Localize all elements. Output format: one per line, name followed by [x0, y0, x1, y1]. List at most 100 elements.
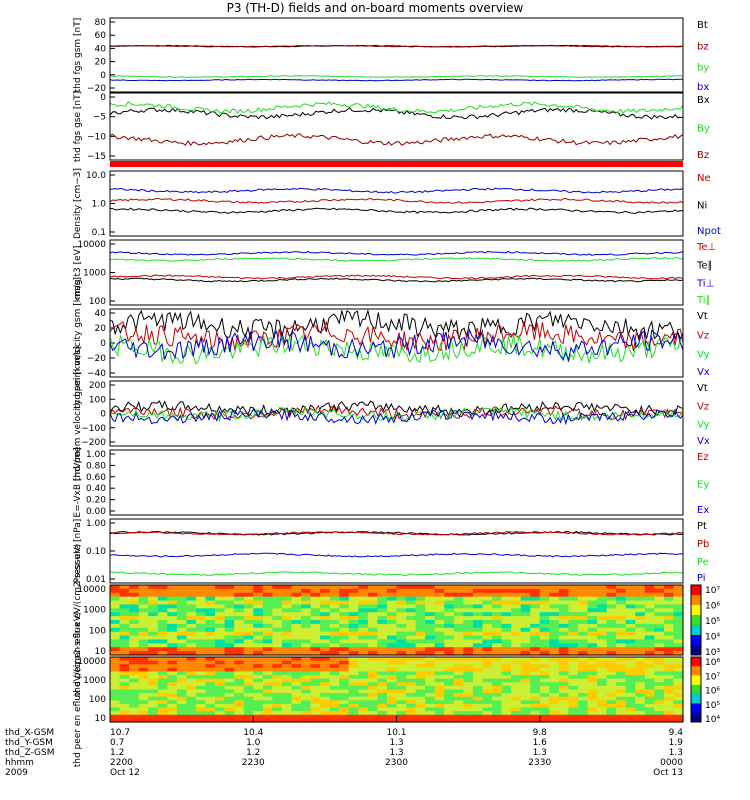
heatmap-cell [339, 711, 350, 716]
heatmap-cell [243, 596, 254, 602]
heatmap-cell [434, 631, 445, 637]
heatmap-cell [358, 620, 369, 625]
heatmap-cell [425, 718, 436, 723]
heatmap-cell [262, 627, 273, 633]
heatmap-cell [224, 596, 235, 602]
series-Vx [109, 408, 684, 426]
heatmap-cell [472, 604, 484, 609]
legend-Vz: Vz [697, 401, 709, 412]
heatmap-cell [530, 714, 541, 719]
heatmap-cell [511, 682, 522, 687]
heatmap-cell [530, 682, 541, 687]
heatmap-cell [129, 682, 140, 687]
heatmap-cell [367, 635, 378, 641]
heatmap-cell [138, 693, 149, 698]
colorbar-label: 10⁵ [705, 701, 720, 711]
heatmap-cell [301, 604, 312, 609]
heatmap-cell [453, 631, 464, 637]
heatmap-cell [272, 682, 283, 687]
heatmap-cell [301, 682, 312, 687]
heatmap-cell [530, 685, 541, 691]
series-Te∥ [109, 277, 684, 283]
heatmap-cell [272, 711, 283, 716]
heatmap-cell [110, 700, 121, 705]
heatmap-cell [348, 711, 359, 716]
heatmap-cell [224, 647, 235, 652]
heatmap-cell [138, 657, 149, 662]
heatmap-cell [176, 703, 187, 709]
heatmap-cell [195, 675, 207, 680]
series-Npot [109, 187, 684, 194]
heatmap-cell [110, 647, 121, 652]
heatmap-cell [396, 689, 407, 694]
heatmap-cell [606, 639, 617, 644]
heatmap-cell [558, 711, 569, 716]
heatmap-cell [339, 596, 350, 602]
heatmap-cell [654, 612, 665, 617]
heatmap-cell [119, 718, 130, 723]
heatmap-cell [415, 689, 426, 694]
heatmap-cell [511, 718, 522, 723]
heatmap-cell [186, 592, 197, 598]
heatmap-cell [654, 623, 665, 629]
heatmap-cell [195, 711, 207, 716]
heatmap-cell [644, 616, 655, 621]
heatmap-cell [167, 671, 178, 676]
heatmap-cell [215, 671, 226, 676]
heatmap-cell [577, 660, 589, 665]
heatmap-cell [186, 700, 197, 705]
heatmap-cell [320, 596, 331, 602]
heatmap-cell [262, 608, 273, 613]
heatmap-cell [549, 689, 560, 694]
heatmap-cell [234, 700, 245, 705]
heatmap-cell [415, 647, 426, 652]
heatmap-cell [434, 592, 445, 598]
heatmap-cell [415, 612, 426, 617]
heatmap-cell [520, 585, 531, 590]
heatmap-cell [253, 693, 264, 698]
heatmap-cell [577, 651, 589, 656]
heatmap-cell [119, 700, 130, 705]
heatmap-cell [377, 711, 388, 716]
colorbar-band [691, 694, 701, 704]
heatmap-cell [176, 643, 187, 648]
heatmap-cell [205, 585, 216, 590]
heatmap-cell [329, 689, 340, 694]
panel-frame [109, 17, 684, 93]
colorbar-band [691, 703, 701, 714]
heatmap-cell [358, 711, 369, 716]
heatmap-cell [329, 639, 340, 644]
heatmap-cell [453, 667, 464, 673]
heatmap-cell [358, 588, 369, 594]
ytick-label: 60 [95, 31, 107, 41]
heatmap-cell [673, 675, 684, 680]
heatmap-cell [501, 608, 512, 613]
heatmap-cell [386, 696, 398, 701]
heatmap-cell [129, 588, 140, 594]
legend-Te∥: Te∥ [696, 260, 713, 271]
ylabel-peim-velocity-gsm: thd peim velocity gsm [km/s] [73, 277, 83, 409]
heatmap-cell [157, 608, 168, 613]
heatmap-cell [501, 685, 512, 691]
heatmap-cell [291, 623, 302, 629]
heatmap-cell [348, 585, 359, 590]
heatmap-cell [644, 685, 655, 691]
heatmap-cell [195, 635, 207, 641]
heatmap-cell [215, 620, 226, 625]
heatmap-cell [138, 718, 149, 723]
heatmap-cell [501, 703, 512, 709]
heatmap-cell [262, 639, 273, 644]
heatmap-cell [215, 639, 226, 644]
heatmap-cell [616, 714, 627, 719]
heatmap-cell [386, 627, 398, 633]
heatmap-cell [320, 700, 331, 705]
heatmap-cell [167, 700, 178, 705]
heatmap-cell [129, 657, 140, 662]
xaxis-value: 1.9 [669, 738, 684, 748]
heatmap-cell [310, 685, 321, 691]
heatmap-cell [472, 682, 484, 687]
heatmap-cell [348, 635, 359, 641]
heatmap-cell [597, 700, 608, 705]
heatmap-cell [654, 631, 665, 637]
heatmap-cell [539, 612, 550, 617]
